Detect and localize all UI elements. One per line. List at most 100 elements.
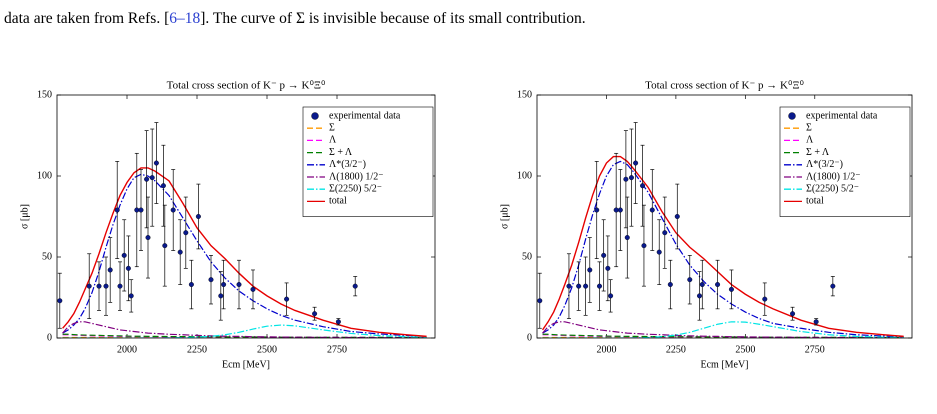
data-point [153,160,159,166]
legend-label: Σ(2250) 5/2⁻ [329,183,382,194]
data-point [218,293,224,299]
data-point [208,277,214,283]
data-point [628,175,634,181]
legend-label: experimental data [329,110,401,121]
legend-label: Σ(2250) 5/2⁻ [806,183,859,194]
data-point [641,243,647,249]
legend-label: Λ(1800) 1/2⁻ [329,171,383,182]
data-point [160,183,166,189]
data-point [587,267,593,273]
data-point [117,283,123,289]
data-point [790,311,796,317]
y-axis-label: σ [μb] [19,204,30,229]
data-point [687,277,693,283]
y-tick-label: 100 [37,170,52,181]
x-axis-label: Ecm [MeV] [222,359,270,370]
legend-label: Σ [806,122,812,133]
data-point [594,207,600,213]
caption-text: ]. The curve of Σ is invisible because o… [200,10,586,27]
data-point [284,296,290,302]
data-point [830,283,836,289]
series-line [542,321,904,338]
x-tick-label: 2500 [257,344,277,355]
data-point [728,286,734,292]
legend-label: total [329,196,347,207]
data-point [335,319,341,325]
data-point [170,207,176,213]
x-tick-label: 2250 [666,344,686,355]
data-point [583,283,589,289]
data-point [250,286,256,292]
data-point [813,319,819,325]
x-tick-label: 2500 [735,344,755,355]
legend-marker [311,112,319,120]
legend-label: Λ [806,135,814,146]
data-point [57,298,63,304]
legend-box [779,106,911,217]
data-point [221,282,227,288]
series-line [62,173,427,337]
data-point [613,207,619,213]
data-point [662,230,668,236]
data-point [624,235,630,241]
data-point [138,207,144,213]
series-line [62,167,427,338]
y-tick-label: 100 [517,170,532,181]
caption-text: data are taken from Refs. [ [4,10,170,27]
axes-frame [536,94,913,339]
data-point [699,282,705,288]
data-point [195,213,201,219]
data-point [144,176,150,182]
legend-label: Λ*(3/2⁻) [806,159,843,170]
reference-link[interactable]: 6–18 [169,10,201,27]
y-axis-label: σ [μb] [499,204,510,229]
data-point [107,267,113,273]
data-point [188,282,194,288]
y-tick-label: 150 [37,89,52,100]
series-line [62,324,427,338]
x-tick-label: 2000 [596,344,616,355]
data-point [537,298,543,304]
y-tick-label: 50 [42,251,52,262]
data-point [617,207,623,213]
chart-title: Total cross section of K⁻ p → K⁰Ξ⁰ [167,80,326,92]
data-point [183,230,189,236]
data-point [134,207,140,213]
data-point [674,213,680,219]
data-point [312,311,318,317]
x-tick-label: 2000 [117,344,137,355]
data-point [177,249,183,255]
data-point [121,252,127,258]
y-tick-label: 0 [47,332,52,343]
data-point [145,235,151,241]
data-point [656,249,662,255]
x-tick-label: 2750 [805,344,825,355]
data-point [86,283,92,289]
data-point [162,243,168,249]
x-axis-label: Ecm [MeV] [700,359,748,370]
x-tick-label: 2750 [327,344,347,355]
data-point [608,293,614,299]
data-point [114,207,120,213]
series-line [542,160,904,338]
caption: data are taken from Refs. [6–18]. The cu… [4,10,586,28]
plot-content [537,122,904,338]
data-point [633,160,639,166]
legend-label: total [806,196,824,207]
legend-box [302,106,434,217]
series-line [541,155,904,338]
data-point [566,283,572,289]
y-tick-label: 50 [522,251,532,262]
legend-label: Λ*(3/2⁻) [329,159,366,170]
data-point [236,282,242,288]
legend-marker [788,112,796,120]
chart-title: Total cross section of K⁻ p → K⁰Ξ⁰ [645,80,804,92]
data-point [125,265,131,271]
legend-label: Λ(1800) 1/2⁻ [806,171,860,182]
y-tick-label: 150 [517,89,532,100]
data-point [103,283,109,289]
axes-frame [56,94,436,339]
data-point [96,283,102,289]
